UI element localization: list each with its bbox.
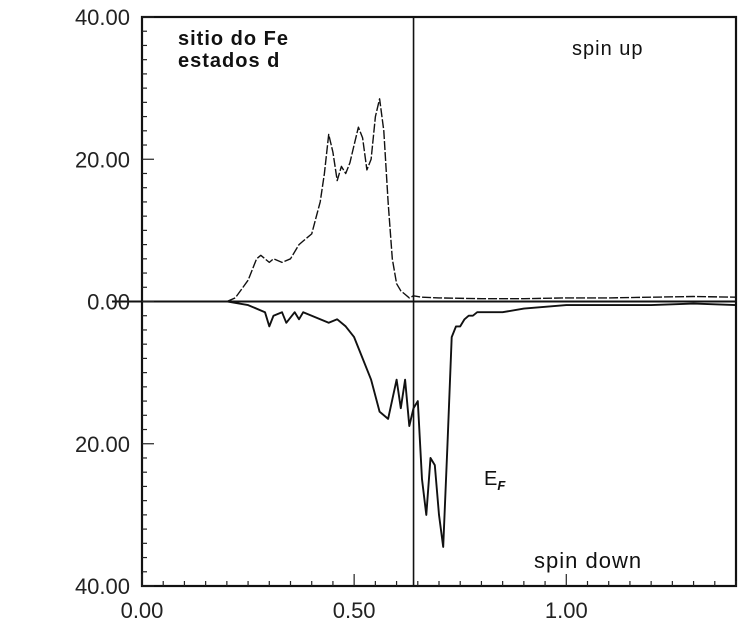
site-line-1: sitio do Fe bbox=[178, 28, 289, 50]
spin-down-curve bbox=[226, 300, 737, 548]
fermi-label-sub: F bbox=[497, 478, 506, 493]
spin-down-label: spin down bbox=[534, 548, 643, 573]
spin-up-label: spin up bbox=[572, 38, 644, 60]
spin-up-curve bbox=[226, 98, 737, 303]
y-tick-label: 0.00 bbox=[87, 290, 130, 315]
y-tick-label: 20.00 bbox=[75, 432, 130, 457]
y-tick-label: 40.00 bbox=[75, 574, 130, 599]
site-line-2: estados d bbox=[178, 50, 281, 72]
site-annotation: sitio do Fe estados d bbox=[178, 28, 289, 72]
fermi-label: EF bbox=[484, 468, 505, 493]
x-tick-label: 0.00 bbox=[121, 598, 164, 623]
y-tick-label: 40.00 bbox=[75, 5, 130, 30]
x-tick-label: 0.50 bbox=[333, 598, 376, 623]
fermi-label-main: E bbox=[484, 468, 498, 490]
x-tick-label: 1.00 bbox=[545, 598, 588, 623]
y-tick-label: 20.00 bbox=[75, 147, 130, 172]
